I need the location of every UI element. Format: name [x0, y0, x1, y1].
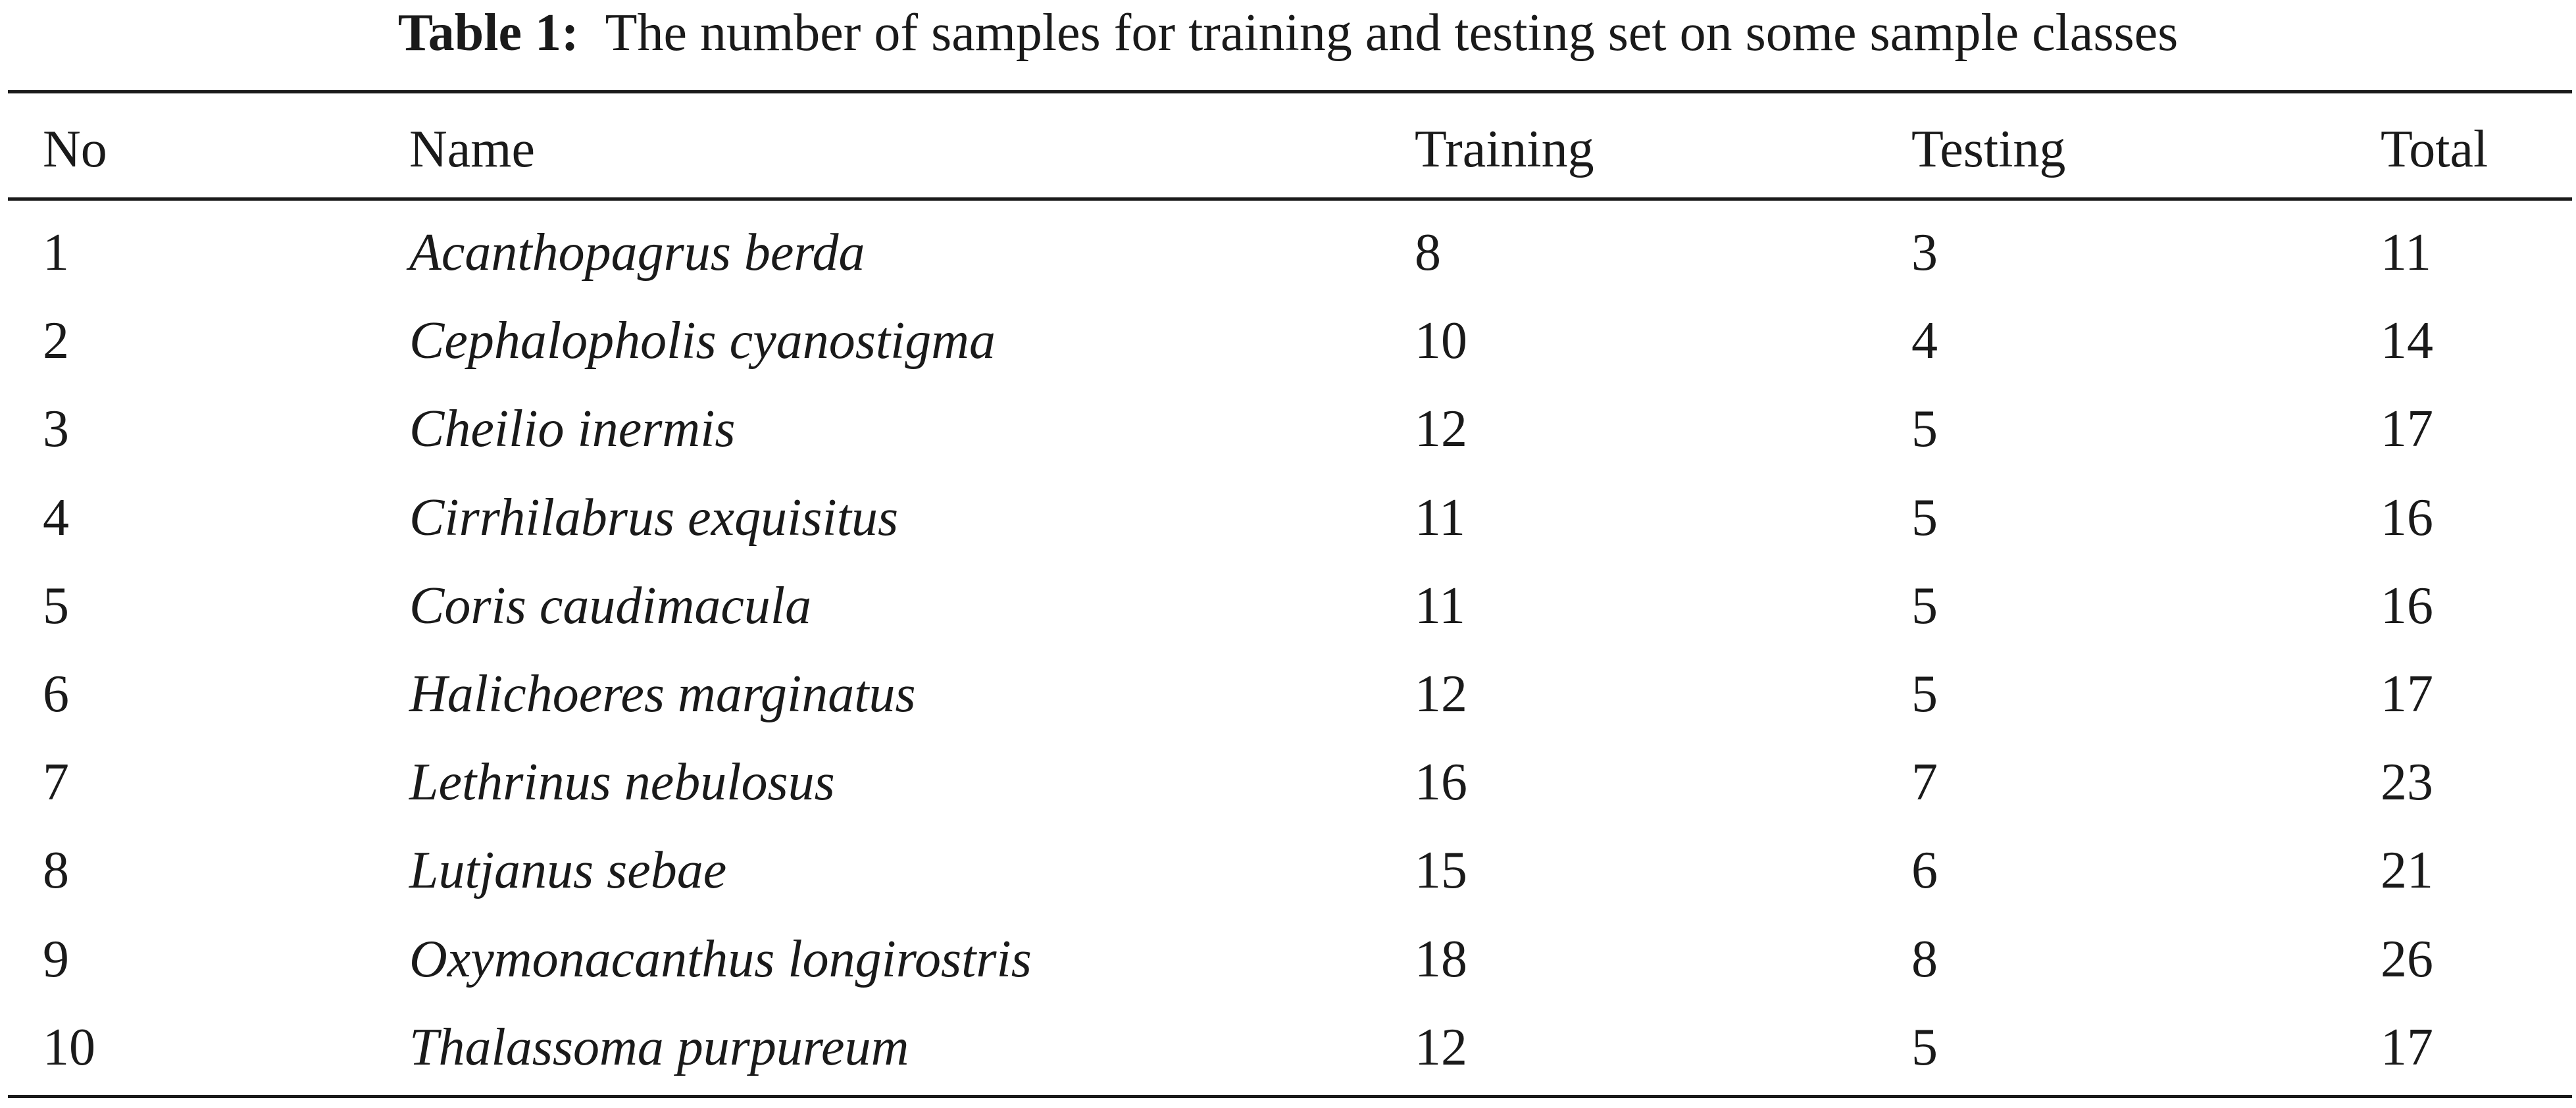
cell-no: 3	[43, 400, 69, 458]
cell-training: 11	[1415, 489, 1466, 547]
table-header-row: No Name Training Testing Total	[0, 105, 2576, 193]
cell-testing: 5	[1911, 577, 1938, 635]
cell-training: 16	[1415, 753, 1467, 811]
cell-total: 11	[2381, 224, 2432, 282]
cell-no: 2	[43, 312, 69, 370]
cell-testing: 6	[1911, 842, 1938, 899]
cell-total: 17	[2381, 1019, 2433, 1076]
table-caption: Table 1: The number of samples for train…	[0, 0, 2576, 66]
table-row: 1 Acanthopagrus berda 8 3 11	[0, 209, 2576, 297]
cell-training: 8	[1415, 224, 1441, 282]
cell-testing: 5	[1911, 400, 1938, 458]
cell-name: Cephalopholis cyanostigma	[409, 312, 996, 370]
table-row: 10 Thalassoma purpureum 12 5 17	[0, 1003, 2576, 1092]
cell-total: 16	[2381, 577, 2433, 635]
cell-no: 8	[43, 842, 69, 899]
cell-name: Coris caudimacula	[409, 577, 812, 635]
cell-total: 23	[2381, 753, 2433, 811]
cell-testing: 3	[1911, 224, 1938, 282]
table-row: 6 Halichoeres marginatus 12 5 17	[0, 650, 2576, 738]
table-header-rule	[8, 197, 2572, 201]
header-no: No	[43, 120, 107, 178]
table-row: 3 Cheilio inermis 12 5 17	[0, 385, 2576, 473]
cell-no: 6	[43, 665, 69, 723]
table-caption-text: The number of samples for training and t…	[605, 4, 2179, 62]
cell-testing: 7	[1911, 753, 1938, 811]
cell-no: 10	[43, 1019, 95, 1076]
cell-total: 17	[2381, 400, 2433, 458]
cell-training: 12	[1415, 400, 1467, 458]
cell-testing: 4	[1911, 312, 1938, 370]
cell-testing: 5	[1911, 1019, 1938, 1076]
cell-name: Cirrhilabrus exquisitus	[409, 489, 899, 547]
table-top-rule	[8, 90, 2572, 93]
cell-name: Lethrinus nebulosus	[409, 753, 835, 811]
table-caption-label: Table 1:	[397, 4, 579, 62]
cell-no: 7	[43, 753, 69, 811]
table-row: 7 Lethrinus nebulosus 16 7 23	[0, 738, 2576, 826]
header-testing: Testing	[1911, 120, 2066, 178]
cell-name: Cheilio inermis	[409, 400, 736, 458]
cell-name: Lutjanus sebae	[409, 842, 727, 899]
cell-name: Oxymonacanthus longirostris	[409, 930, 1032, 988]
cell-no: 9	[43, 930, 69, 988]
cell-testing: 8	[1911, 930, 1938, 988]
header-training: Training	[1415, 120, 1594, 178]
cell-training: 15	[1415, 842, 1467, 899]
cell-no: 5	[43, 577, 69, 635]
cell-total: 21	[2381, 842, 2433, 899]
header-name: Name	[409, 120, 536, 178]
cell-testing: 5	[1911, 665, 1938, 723]
cell-total: 16	[2381, 489, 2433, 547]
cell-training: 18	[1415, 930, 1467, 988]
cell-total: 26	[2381, 930, 2433, 988]
table-bottom-rule	[8, 1095, 2572, 1098]
cell-training: 12	[1415, 1019, 1467, 1076]
cell-total: 17	[2381, 665, 2433, 723]
cell-total: 14	[2381, 312, 2433, 370]
table-row: 2 Cephalopholis cyanostigma 10 4 14	[0, 297, 2576, 385]
header-total: Total	[2381, 120, 2488, 178]
cell-name: Thalassoma purpureum	[409, 1019, 909, 1076]
cell-no: 4	[43, 489, 69, 547]
cell-name: Halichoeres marginatus	[409, 665, 916, 723]
cell-training: 11	[1415, 577, 1466, 635]
cell-training: 12	[1415, 665, 1467, 723]
table-row: 5 Coris caudimacula 11 5 16	[0, 562, 2576, 650]
table-row: 8 Lutjanus sebae 15 6 21	[0, 826, 2576, 915]
table-row: 4 Cirrhilabrus exquisitus 11 5 16	[0, 474, 2576, 562]
cell-training: 10	[1415, 312, 1467, 370]
cell-no: 1	[43, 224, 69, 282]
table-row: 9 Oxymonacanthus longirostris 18 8 26	[0, 915, 2576, 1003]
cell-testing: 5	[1911, 489, 1938, 547]
cell-name: Acanthopagrus berda	[409, 224, 865, 282]
